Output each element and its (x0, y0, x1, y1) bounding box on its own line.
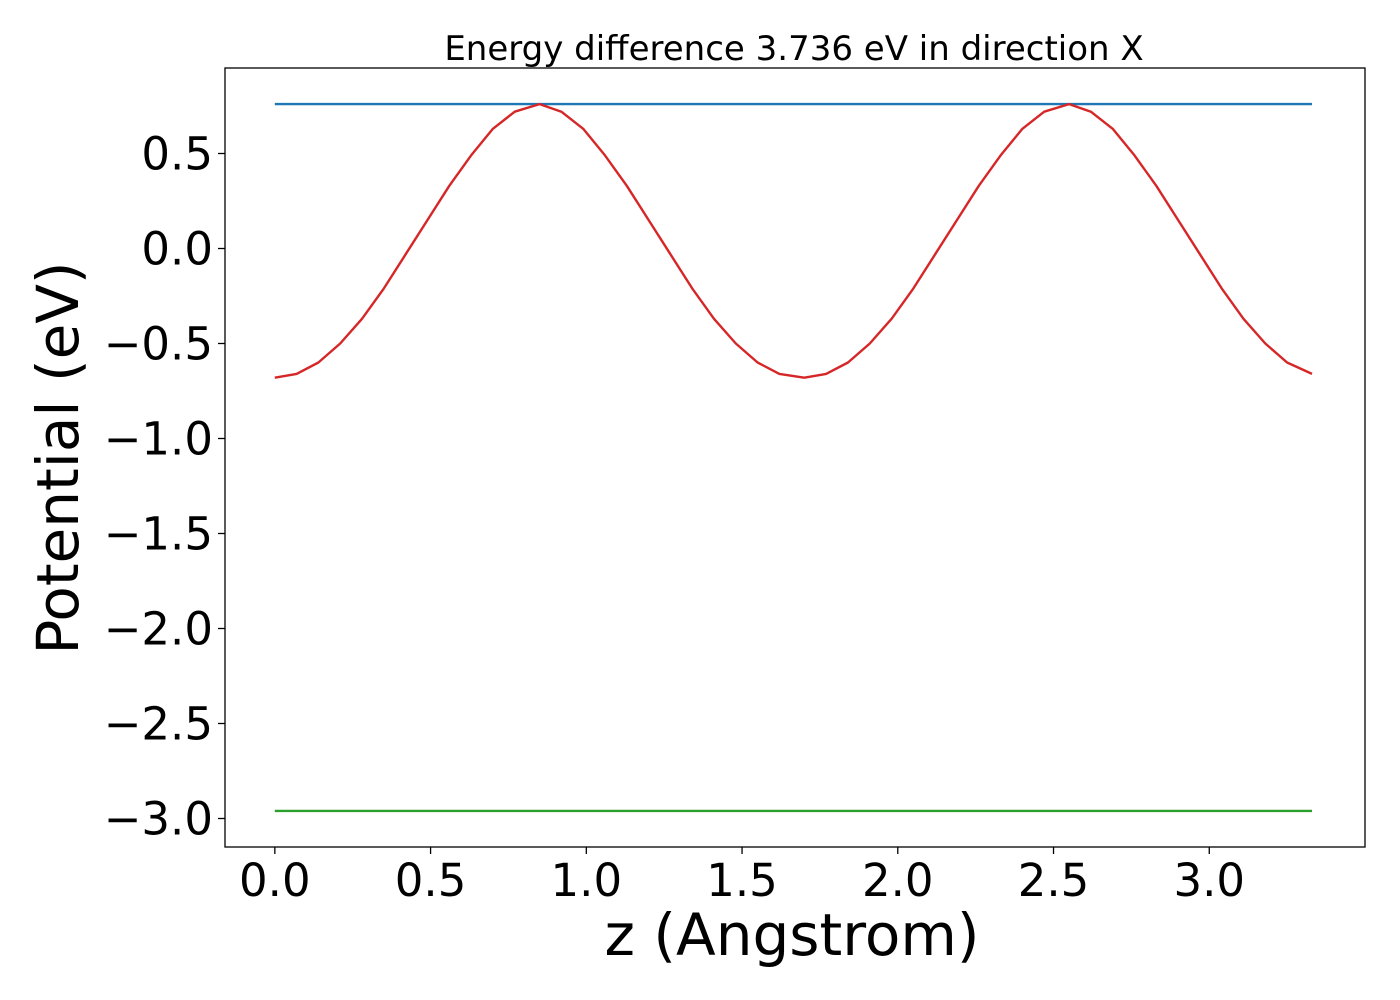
y-tick-label: −0.5 (104, 318, 213, 371)
x-tick-label: 1.5 (706, 854, 778, 907)
x-tick-label: 3.0 (1173, 854, 1245, 907)
chart-title: Energy difference 3.736 eV in direction … (444, 29, 1143, 69)
x-tick-label: 0.0 (239, 854, 311, 907)
y-tick-label: 0.0 (141, 223, 213, 276)
x-axis-ticks: 0.0 0.5 1.0 1.5 2.0 2.5 3.0 (239, 847, 1245, 907)
y-tick-label: 0.5 (141, 128, 213, 181)
x-tick-label: 2.5 (1018, 854, 1090, 907)
x-tick-label: 2.0 (862, 854, 934, 907)
plot-frame (224, 67, 1366, 848)
y-axis-title: Potential (eV) (24, 261, 92, 654)
x-axis-title: z (Angstrom) (605, 901, 980, 969)
y-tick-label: −1.0 (104, 413, 213, 466)
x-tick-label: 0.5 (395, 854, 467, 907)
y-axis-ticks: 0.5 0.0 −0.5 −1.0 −1.5 −2.0 −2.5 −3.0 (104, 128, 225, 846)
x-tick-label: 1.0 (551, 854, 623, 907)
y-tick-label: −2.0 (104, 603, 213, 656)
y-tick-label: −2.5 (104, 698, 213, 751)
potential-curve (274, 102, 1313, 379)
plot-lines (274, 102, 1313, 813)
y-tick-label: −1.5 (104, 508, 213, 561)
y-tick-label: −3.0 (104, 793, 213, 846)
